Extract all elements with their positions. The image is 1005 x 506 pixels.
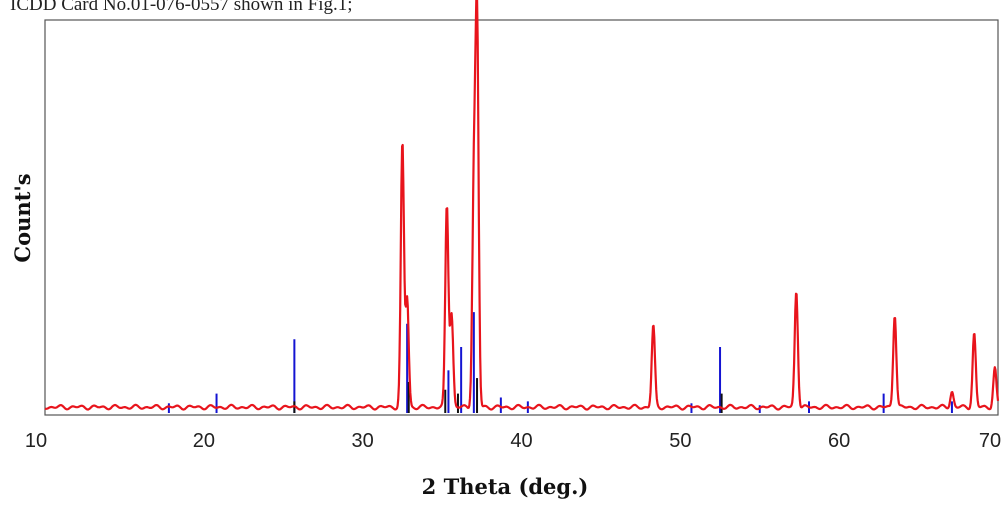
x-tick-label: 40 xyxy=(510,430,532,452)
x-tick-label: 50 xyxy=(669,430,691,452)
xrd-pattern-line xyxy=(44,0,1000,411)
x-axis-title: 2 Theta (deg.) xyxy=(422,474,589,499)
y-axis-title: Count's xyxy=(10,173,35,262)
x-tick-label: 20 xyxy=(193,430,215,452)
plot-frame xyxy=(44,19,999,416)
figure-caption: ICDD Card No.01-076-0557 shown in Fig.1; xyxy=(10,0,353,15)
reference-lines xyxy=(167,312,953,413)
x-tick-label: 10 xyxy=(25,430,47,452)
x-axis-ticks: 10 20 30 40 50 60 70 xyxy=(25,430,1001,452)
x-tick-label: 70 xyxy=(979,430,1001,452)
x-tick-label: 60 xyxy=(828,430,850,452)
x-tick-label: 30 xyxy=(352,430,374,452)
